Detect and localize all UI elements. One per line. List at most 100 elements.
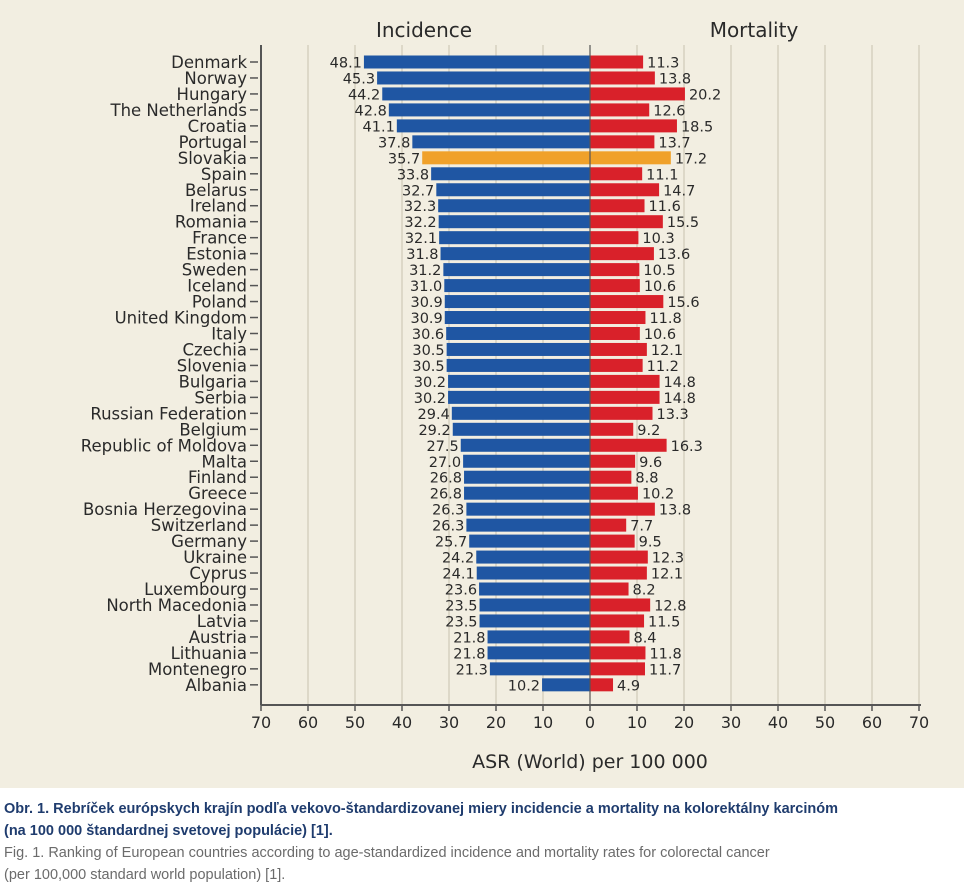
mortality-bar bbox=[590, 311, 646, 325]
category-label: Austria bbox=[189, 628, 247, 647]
incidence-bar bbox=[446, 358, 590, 372]
incidence-value-label: 48.1 bbox=[330, 56, 362, 72]
incidence-value-label: 24.2 bbox=[442, 551, 474, 567]
incidence-value-label: 42.8 bbox=[355, 103, 387, 119]
category-label: Greece bbox=[188, 484, 247, 503]
incidence-bar bbox=[487, 630, 590, 644]
incidence-bar bbox=[460, 438, 590, 452]
x-tick-label: 0 bbox=[585, 713, 595, 732]
category-label: Republic of Moldova bbox=[81, 436, 247, 455]
incidence-value-label: 23.6 bbox=[445, 583, 477, 599]
category-label: Portugal bbox=[179, 133, 247, 152]
incidence-bar bbox=[438, 215, 590, 229]
incidence-bar bbox=[444, 311, 590, 325]
category-label: Ireland bbox=[190, 197, 247, 216]
mortality-bar bbox=[590, 135, 655, 149]
incidence-bar bbox=[448, 374, 590, 388]
category-label: Croatia bbox=[188, 117, 247, 136]
incidence-bar bbox=[396, 119, 590, 133]
category-label: Serbia bbox=[194, 388, 247, 407]
mortality-value-label: 13.3 bbox=[657, 407, 689, 423]
incidence-value-label: 25.7 bbox=[435, 535, 467, 551]
incidence-value-label: 32.3 bbox=[404, 199, 436, 215]
mortality-value-label: 9.6 bbox=[639, 455, 662, 471]
incidence-bar bbox=[438, 199, 590, 213]
mortality-bar bbox=[590, 103, 650, 117]
diverging-bar-chart: 48.1 11.3 45.3 13.8 44.2 20.2 42.8 12.6 41.1 18.5… bbox=[81, 18, 929, 773]
category-label: Iceland bbox=[187, 277, 247, 296]
mortality-bar bbox=[590, 279, 640, 293]
mortality-value-label: 14.8 bbox=[664, 391, 696, 407]
mortality-bar bbox=[590, 486, 638, 500]
incidence-bar bbox=[466, 502, 590, 516]
mortality-bar bbox=[590, 87, 685, 101]
incidence-bar bbox=[444, 295, 590, 309]
mortality-bar bbox=[590, 247, 654, 261]
mortality-value-label: 10.5 bbox=[643, 263, 675, 279]
incidence-bar bbox=[448, 390, 590, 404]
mortality-value-label: 7.7 bbox=[630, 519, 653, 535]
incidence-value-label: 31.0 bbox=[410, 279, 442, 295]
incidence-value-label: 32.7 bbox=[402, 183, 434, 199]
x-tick-label: 40 bbox=[392, 713, 412, 732]
category-label: Slovakia bbox=[178, 149, 247, 168]
caption-english-line-2: (per 100,000 standard world population) … bbox=[4, 867, 286, 883]
mortality-bar bbox=[590, 630, 630, 644]
category-label: Ukraine bbox=[183, 548, 247, 567]
x-tick-label: 40 bbox=[768, 713, 788, 732]
incidence-value-label: 26.3 bbox=[432, 519, 464, 535]
value-labels: 48.1 11.3 45.3 13.8 44.2 20.2 42.8 12.6 41.1 18.5… bbox=[330, 56, 722, 695]
mortality-value-label: 15.5 bbox=[667, 215, 699, 231]
mortality-bar bbox=[590, 502, 655, 516]
mortality-value-label: 11.5 bbox=[648, 614, 680, 630]
mortality-bar bbox=[590, 295, 664, 309]
incidence-bar bbox=[436, 183, 590, 197]
incidence-value-label: 30.5 bbox=[412, 343, 444, 359]
mortality-value-label: 10.6 bbox=[644, 327, 676, 343]
incidence-value-label: 45.3 bbox=[343, 71, 375, 87]
incidence-value-label: 30.2 bbox=[414, 375, 446, 391]
category-label: The Netherlands bbox=[109, 101, 247, 120]
mortality-value-label: 11.3 bbox=[647, 56, 679, 72]
mortality-value-label: 13.7 bbox=[658, 135, 690, 151]
mortality-bar bbox=[590, 454, 636, 468]
category-label: United Kingdom bbox=[115, 309, 247, 328]
incidence-value-label: 29.4 bbox=[418, 407, 450, 423]
x-tick-label: 30 bbox=[439, 713, 459, 732]
mortality-value-label: 11.1 bbox=[646, 167, 678, 183]
mortality-bar bbox=[590, 550, 648, 564]
x-tick-label: 50 bbox=[345, 713, 365, 732]
incidence-value-label: 41.1 bbox=[363, 119, 395, 135]
mortality-bar bbox=[590, 422, 634, 436]
category-label: France bbox=[192, 229, 247, 248]
caption-english-line-1: Fig. 1. Ranking of European countries ac… bbox=[4, 845, 770, 861]
mortality-bar bbox=[590, 662, 645, 676]
category-label: Hungary bbox=[177, 85, 248, 104]
incidence-bar bbox=[443, 263, 590, 277]
mortality-value-label: 18.5 bbox=[681, 119, 713, 135]
mortality-bar bbox=[590, 119, 677, 133]
mortality-bar bbox=[590, 215, 663, 229]
incidence-bar bbox=[469, 534, 590, 548]
incidence-bar bbox=[476, 566, 590, 580]
mortality-bar bbox=[590, 151, 671, 165]
category-label: North Macedonia bbox=[106, 596, 247, 615]
category-label: Luxembourg bbox=[144, 580, 247, 599]
incidence-bar bbox=[446, 342, 590, 356]
category-label: Sweden bbox=[182, 261, 247, 280]
category-label: Bosnia Herzegovina bbox=[83, 500, 247, 519]
incidence-bar bbox=[542, 678, 590, 692]
mortality-bar bbox=[590, 183, 660, 197]
mortality-value-label: 10.6 bbox=[644, 279, 676, 295]
caption-slovak-line-2: (na 100 000 štandardnej svetovej populác… bbox=[4, 823, 333, 839]
incidence-bar bbox=[440, 247, 590, 261]
category-label: Belarus bbox=[185, 181, 247, 200]
mortality-bar bbox=[590, 390, 660, 404]
incidence-value-label: 29.2 bbox=[418, 423, 450, 439]
x-tick-label: 60 bbox=[862, 713, 882, 732]
mortality-value-label: 10.3 bbox=[642, 231, 674, 247]
mortality-bar bbox=[590, 438, 667, 452]
category-label: Lithuania bbox=[171, 644, 247, 663]
bars bbox=[363, 55, 685, 692]
incidence-value-label: 26.3 bbox=[432, 503, 464, 519]
